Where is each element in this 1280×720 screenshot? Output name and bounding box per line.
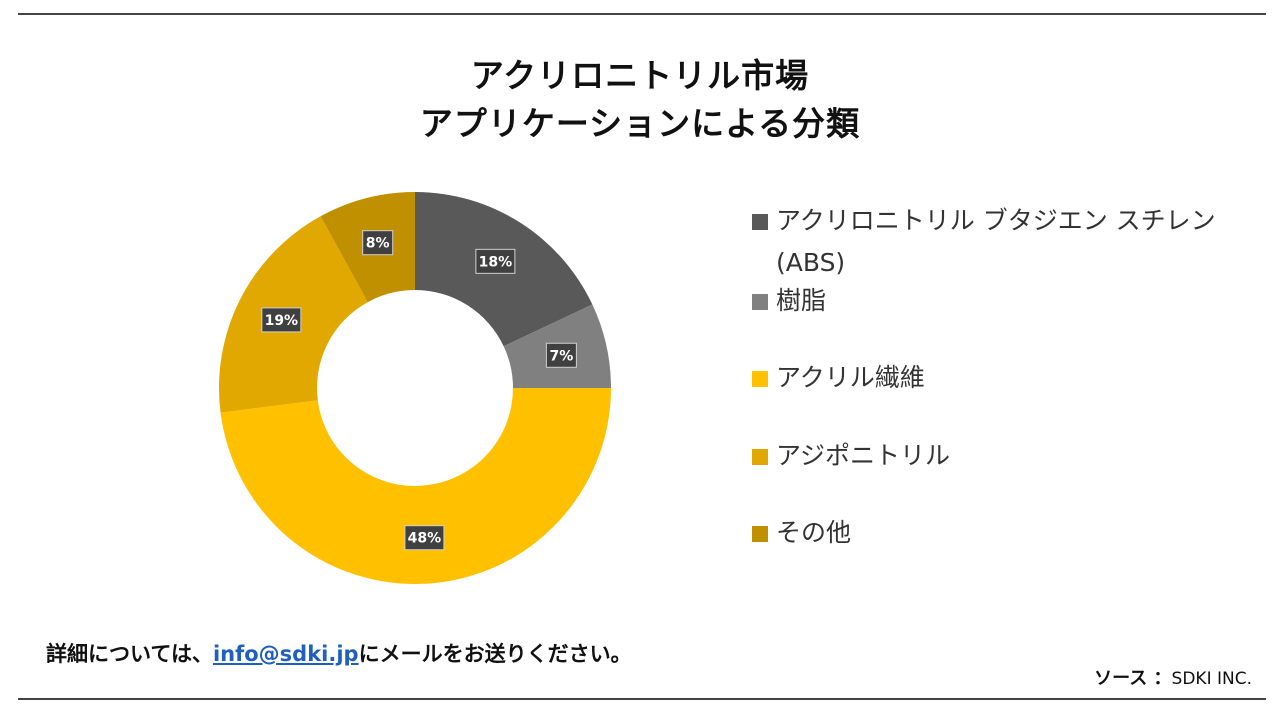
chart-title-line2: アプリケーションによる分類 — [419, 104, 861, 143]
legend-swatch-resin — [752, 294, 768, 310]
donut-chart: 18% 7% 48% 19% 8% — [219, 192, 611, 585]
chart-title: アクリロニトリル市場 アプリケーションによる分類 — [0, 52, 1280, 148]
legend-label-acrylic-fiber: アクリル繊維 — [776, 363, 925, 392]
legend-label-abs: アクリロニトリル ブタジエン スチレン (ABS) — [776, 206, 1216, 277]
chart-title-line1: アクリロニトリル市場 — [470, 56, 810, 95]
data-label-box-resin — [545, 342, 577, 368]
data-label-box-acrylic-fiber — [404, 525, 445, 551]
data-label-text-others: 8% — [366, 236, 390, 252]
data-label-text-adiponitrile: 19% — [265, 313, 299, 329]
data-label-abs: 18% — [475, 248, 516, 274]
data-label-text-resin: 7% — [549, 348, 573, 364]
email-link[interactable]: info@sdki.jp — [212, 642, 359, 666]
contact-note-prefix: 詳細については、 — [46, 642, 213, 666]
data-label-box-others — [362, 230, 394, 256]
source-label: ソース ： — [1094, 668, 1172, 689]
legend-label-adiponitrile: アジポニトリル — [776, 441, 951, 470]
data-label-adiponitrile: 19% — [261, 307, 302, 333]
legend-label-others: その他 — [776, 518, 852, 547]
data-label-resin: 7% — [545, 342, 577, 368]
data-label-acrylic-fiber: 48% — [404, 525, 445, 551]
contact-note: 詳細については、info@sdki.jpにメールをお送りください。 — [46, 638, 632, 668]
legend-swatch-others — [752, 526, 768, 542]
legend-swatch-adiponitrile — [752, 449, 768, 465]
data-label-box-abs — [475, 248, 516, 274]
data-label-others: 8% — [362, 230, 394, 256]
legend-swatch-acrylic-fiber — [752, 371, 768, 387]
contact-note-suffix: にメールをお送りください。 — [358, 642, 632, 666]
legend-label-resin: 樹脂 — [776, 286, 827, 315]
top-rule — [18, 13, 1266, 15]
source-value: SDKI INC. — [1171, 669, 1252, 689]
data-label-text-acrylic-fiber: 48% — [408, 531, 442, 547]
slice-acrylic-fiber — [220, 388, 611, 585]
data-label-text-abs: 18% — [479, 254, 513, 270]
legend-swatch-abs — [752, 214, 768, 230]
data-label-box-adiponitrile — [261, 307, 302, 333]
source-credit: ソース ：SDKI INC. — [1094, 664, 1252, 690]
bottom-rule — [18, 698, 1266, 700]
